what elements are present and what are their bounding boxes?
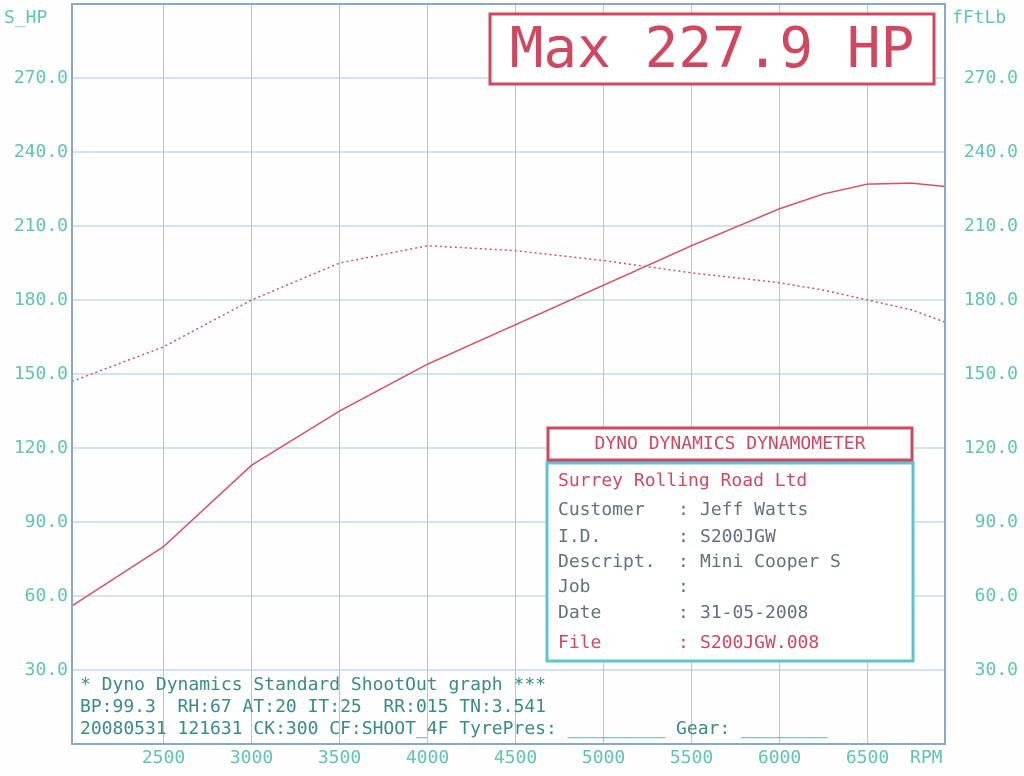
footer-line: * Dyno Dynamics Standard ShootOut graph … <box>80 674 546 695</box>
y-tick-label: 180.0 <box>14 289 68 310</box>
x-tick-label: 4000 <box>406 747 449 768</box>
info-cell: Date <box>558 602 601 623</box>
data-line <box>71 182 946 607</box>
y2-tick-label: 180.0 <box>964 289 1018 310</box>
y-tick-label: 60.0 <box>25 585 68 606</box>
info-cell: Job <box>558 576 591 597</box>
x-tick-label: 5500 <box>670 747 713 768</box>
x-tick-label: 6000 <box>758 747 801 768</box>
info-header-box <box>546 426 914 462</box>
y2-tick-label: 210.0 <box>964 215 1018 236</box>
info-cell: : <box>678 526 689 547</box>
x-tick-label: 4500 <box>494 747 537 768</box>
y2-tick-label: 90.0 <box>975 511 1018 532</box>
info-header: DYNO DYNAMICS DYNAMOMETER <box>595 433 866 454</box>
footer-line: BP:99.3 RH:67 AT:20 IT:25 RR:015 TN:3.54… <box>80 696 546 717</box>
x-tick-label: 5000 <box>582 747 625 768</box>
title-box <box>488 12 936 86</box>
data-line <box>71 244 946 383</box>
info-cell: Customer <box>558 499 645 520</box>
y-tick-label: 90.0 <box>25 511 68 532</box>
info-box <box>545 461 915 663</box>
info-cell: Jeff Watts <box>700 499 808 520</box>
y2-axis-label: fFtLb <box>952 7 1006 28</box>
y-tick-label: 270.0 <box>14 67 68 88</box>
info-cell: I.D. <box>558 526 601 547</box>
plot-border <box>71 3 946 745</box>
y-tick-label: 210.0 <box>14 215 68 236</box>
x-axis-label: RPM <box>910 747 943 768</box>
x-tick-label: 3500 <box>318 747 361 768</box>
y-tick-label: 120.0 <box>14 437 68 458</box>
info-cell: : <box>678 602 689 623</box>
chart-title: Max 227.9 HP <box>510 16 915 81</box>
info-cell: : <box>678 499 689 520</box>
info-cell: Mini Cooper S <box>700 551 841 572</box>
x-tick-label: 6500 <box>846 747 889 768</box>
info-cell: : <box>678 551 689 572</box>
info-cell: : <box>678 576 689 597</box>
info-cell: 31-05-2008 <box>700 602 808 623</box>
y-tick-label: 240.0 <box>14 141 68 162</box>
y-axis-label: S_HP <box>4 7 48 28</box>
y-tick-label: 150.0 <box>14 363 68 384</box>
y2-tick-label: 270.0 <box>964 67 1018 88</box>
info-company: Surrey Rolling Road Ltd <box>558 470 807 491</box>
y2-tick-label: 150.0 <box>964 363 1018 384</box>
y2-tick-label: 240.0 <box>964 141 1018 162</box>
y2-tick-label: 30.0 <box>975 659 1018 680</box>
footer-line: 20080531 121631 CK:300 CF:SHOOT_4F TyreP… <box>80 718 828 739</box>
x-tick-label: 2500 <box>142 747 185 768</box>
info-cell: : <box>678 632 689 653</box>
info-cell: S200JGW.008 <box>700 632 819 653</box>
x-tick-label: 3000 <box>230 747 273 768</box>
y-tick-label: 30.0 <box>25 659 68 680</box>
y2-tick-label: 60.0 <box>975 585 1018 606</box>
y2-tick-label: 120.0 <box>964 437 1018 458</box>
info-cell: S200JGW <box>700 526 776 547</box>
info-cell: Descript. <box>558 551 656 572</box>
info-cell: File <box>558 632 601 653</box>
